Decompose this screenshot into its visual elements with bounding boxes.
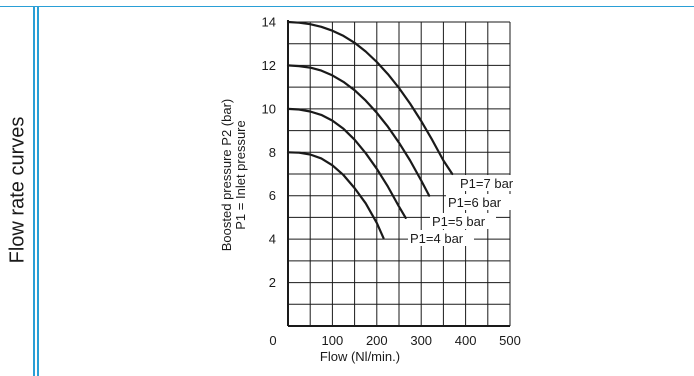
curve-label: P1=6 bar: [448, 195, 502, 210]
y-tick-label: 4: [269, 232, 276, 247]
chart-grid: [287, 21, 511, 327]
x-tick-label: 0: [269, 333, 276, 348]
curve-line: [286, 151, 385, 240]
y-tick-label: 12: [262, 58, 276, 73]
top-rule: [0, 6, 694, 7]
chart-labels: 0 100 200 300 400 500 2 4 6 8 10 12 14 Flow (Nl/min.)…: [219, 15, 524, 364]
x-tick-label: 400: [455, 333, 477, 348]
chart-curves: [286, 20, 454, 240]
curve-label-bg: [458, 175, 524, 191]
y-axis-label-secondary: P1 = Inlet pressure: [233, 120, 248, 229]
y-axis-label: Boosted pressure P2 (bar): [219, 99, 234, 251]
x-tick-label: 100: [322, 333, 344, 348]
curve-label-bg: [430, 213, 496, 229]
side-rule-right: [37, 6, 39, 376]
curve-line: [286, 20, 454, 176]
curve-label-bg: [408, 230, 474, 246]
curve-label: P1=4 bar: [410, 231, 464, 246]
y-tick-label: 8: [269, 145, 276, 160]
curve-label: P1=7 bar: [460, 176, 514, 191]
x-tick-label: 300: [410, 333, 432, 348]
y-tick-label: 10: [262, 101, 276, 116]
y-tick-label: 14: [262, 15, 276, 30]
curve-line: [286, 64, 431, 197]
chart-axes: [287, 20, 510, 327]
y-tick-label: 2: [269, 275, 276, 290]
x-tick-label: 500: [499, 333, 521, 348]
curve-line: [286, 107, 407, 219]
y-tick-label: 6: [269, 188, 276, 203]
curve-label: P1=5 bar: [432, 214, 486, 229]
curve-label-bg: [446, 194, 512, 210]
x-axis-label: Flow (Nl/min.): [320, 349, 400, 364]
x-tick-label: 200: [366, 333, 388, 348]
side-rule-left: [33, 6, 35, 376]
